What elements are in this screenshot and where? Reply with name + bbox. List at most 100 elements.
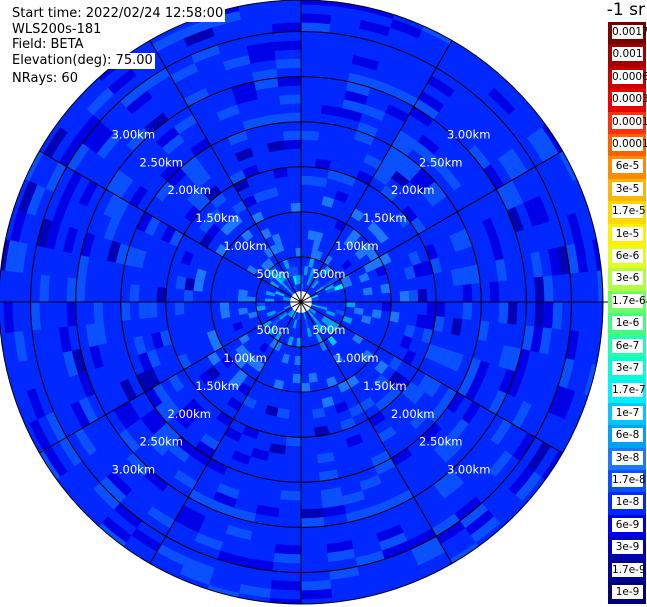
ppi-gate (396, 163, 416, 182)
ppi-gate (385, 104, 410, 123)
ppi-gate (482, 217, 499, 241)
ppi-gate (287, 288, 295, 296)
ppi-gate (232, 321, 244, 332)
ppi-gate (374, 229, 389, 244)
ppi-gate (281, 112, 301, 123)
ppi-gate (301, 175, 315, 186)
ppi-gate (273, 40, 301, 51)
ppi-gate (119, 379, 138, 402)
ppi-gate (418, 91, 445, 113)
ppi-gate (277, 311, 287, 318)
ppi-gate (449, 352, 464, 372)
ppi-gate (340, 173, 357, 187)
ppi-gate (269, 597, 301, 604)
ppi-gate (308, 257, 315, 268)
ppi-gate (177, 353, 192, 370)
colorbar-tick-label: 1e-8 (612, 495, 643, 510)
ppi-gate (39, 274, 50, 302)
ppi-gate (459, 266, 472, 286)
ppi-gate (326, 376, 338, 388)
ppi-gate (267, 196, 281, 208)
ppi-gate (422, 26, 452, 45)
ppi-gate (421, 187, 440, 207)
ppi-gate (373, 374, 389, 390)
ppi-gate (417, 374, 434, 393)
ppi-gate (14, 242, 28, 273)
ppi-gate (152, 383, 170, 403)
ppi-gate (308, 277, 315, 287)
ppi-gate (58, 137, 83, 167)
ppi-gate (66, 302, 77, 327)
ppi-gate (315, 333, 324, 344)
ppi-gate (574, 242, 588, 273)
spoke-210 (149, 301, 302, 564)
spoke-60 (300, 150, 563, 303)
ppi-gate (363, 153, 383, 170)
ppi-gate (408, 386, 425, 405)
ppi-gate (515, 348, 531, 375)
ppi-gate (353, 130, 375, 146)
ppi-gate (311, 315, 320, 324)
ppi-gate (220, 354, 235, 369)
ppi-gate (371, 309, 382, 319)
ppi-gate (256, 392, 271, 405)
ppi-gate (206, 329, 219, 343)
ppi-gate (58, 437, 83, 467)
ppi-gate (250, 447, 270, 461)
ppi-gate (309, 298, 319, 302)
ppi-gate (541, 450, 563, 480)
ppi-gate (465, 509, 495, 536)
ppi-gate (254, 324, 265, 334)
ppi-gate (272, 167, 288, 179)
ppi-gate (312, 353, 321, 364)
ppi-gate (314, 425, 330, 437)
ppi-gate (412, 262, 425, 278)
ppi-gate (275, 241, 285, 253)
ppi-gate (506, 346, 522, 372)
nrays-label: NRays: 60 (10, 71, 80, 87)
ppi-gate (448, 418, 469, 441)
field-label: Field: BETA (10, 37, 86, 53)
ppi-gate (321, 396, 335, 408)
ppi-gate (441, 349, 456, 369)
ppi-gate (239, 282, 250, 291)
ppi-gate (312, 407, 326, 419)
ppi-gate (25, 151, 44, 181)
ppi-gate (381, 292, 392, 302)
ppi-gate (401, 381, 418, 399)
ppi-gate (195, 440, 216, 459)
ppi-gate (140, 413, 161, 435)
ppi-gate (370, 450, 392, 467)
ppi-gate (36, 218, 53, 248)
ppi-gate (307, 307, 316, 315)
ppi-gate (307, 230, 316, 241)
ppi-gate (305, 286, 312, 295)
ppi-gate (301, 130, 319, 141)
range-label-5-q2: 2.50km (419, 155, 462, 169)
ppi-gate (269, 443, 286, 455)
ppi-gate (373, 169, 392, 186)
ppi-gate (565, 243, 579, 274)
ppi-gate (271, 359, 282, 371)
ppi-gate (511, 401, 532, 429)
ppi-gate (138, 352, 153, 372)
ppi-gate (325, 287, 336, 294)
colorbar-tick-label: 1e-7 (612, 405, 643, 420)
ppi-gate (101, 516, 132, 543)
range-label-6-q2: 3.00km (447, 127, 490, 141)
ppi-gate (45, 221, 61, 250)
ppi-gate (43, 127, 68, 158)
ppi-gate (342, 315, 353, 325)
colorbar-tick-label: 0.0017 (612, 25, 647, 39)
ppi-gate (541, 124, 563, 154)
range-label-4-q2: 2.00km (391, 183, 434, 197)
range-label-1-q3: 500m (256, 323, 289, 337)
ppi-gate (237, 295, 248, 302)
ppi-gate (126, 452, 151, 477)
ppi-gate (399, 290, 410, 302)
ppi-gate (385, 386, 402, 403)
ppi-gate (321, 495, 345, 509)
ppi-gate (367, 354, 382, 369)
ppi-gate (274, 275, 283, 284)
ppi-gate (287, 336, 294, 347)
